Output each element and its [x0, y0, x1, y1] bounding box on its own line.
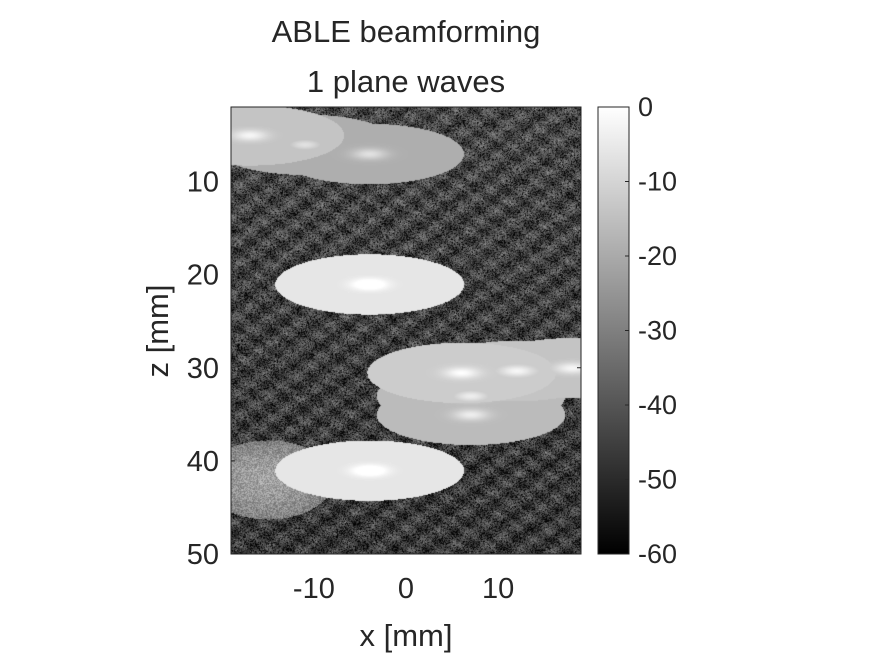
chart-title-line-1: ABLE beamforming — [272, 14, 541, 49]
bmode-image — [231, 107, 581, 554]
x-tick-label: 10 — [482, 573, 514, 605]
x-axis-label: x [mm] — [360, 618, 453, 653]
plot-area: -10 0 10 10 20 30 40 50 — [187, 106, 582, 605]
colorbar-tick-label: -10 — [638, 167, 677, 197]
x-tick-label: -10 — [293, 573, 335, 605]
colorbar-gradient — [597, 106, 630, 555]
colorbar-tick-label: -60 — [638, 539, 677, 569]
y-tick-label: 50 — [187, 539, 219, 571]
colorbar-tick-label: -50 — [638, 465, 677, 495]
colorbar-tick-label: 0 — [638, 92, 653, 122]
y-axis: 10 20 30 40 50 — [187, 167, 581, 571]
y-tick-label: 30 — [187, 353, 219, 385]
colorbar-ticks: 0 -10 -20 -30 -40 -50 -60 — [625, 92, 677, 569]
x-tick-label: 0 — [398, 573, 414, 605]
colorbar: 0 -10 -20 -30 -40 -50 -60 — [597, 92, 677, 569]
colorbar-tick-label: -30 — [638, 316, 677, 346]
y-tick-label: 40 — [187, 446, 219, 478]
colorbar-tick-label: -20 — [638, 241, 677, 271]
x-axis: -10 0 10 — [293, 107, 514, 605]
chart-title-line-2: 1 plane waves — [307, 64, 505, 99]
y-axis-label: z [mm] — [140, 285, 175, 378]
y-tick-label: 10 — [187, 167, 219, 199]
colorbar-tick-label: -40 — [638, 390, 677, 420]
y-tick-label: 20 — [187, 260, 219, 292]
